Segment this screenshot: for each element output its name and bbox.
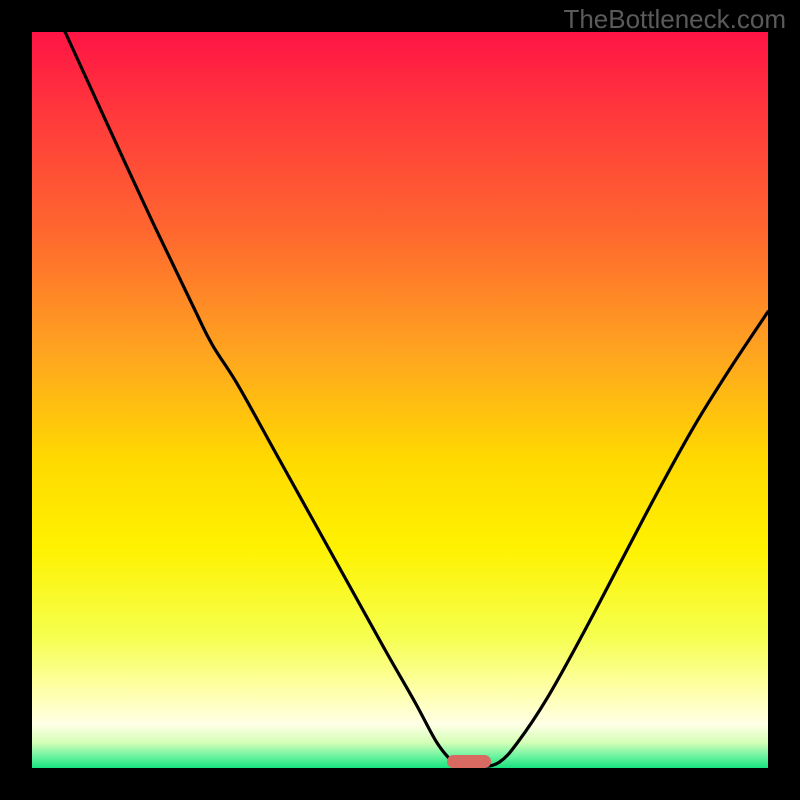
gradient-background [32,32,768,768]
watermark-text: TheBottleneck.com [563,4,786,35]
minimum-marker [447,755,491,768]
